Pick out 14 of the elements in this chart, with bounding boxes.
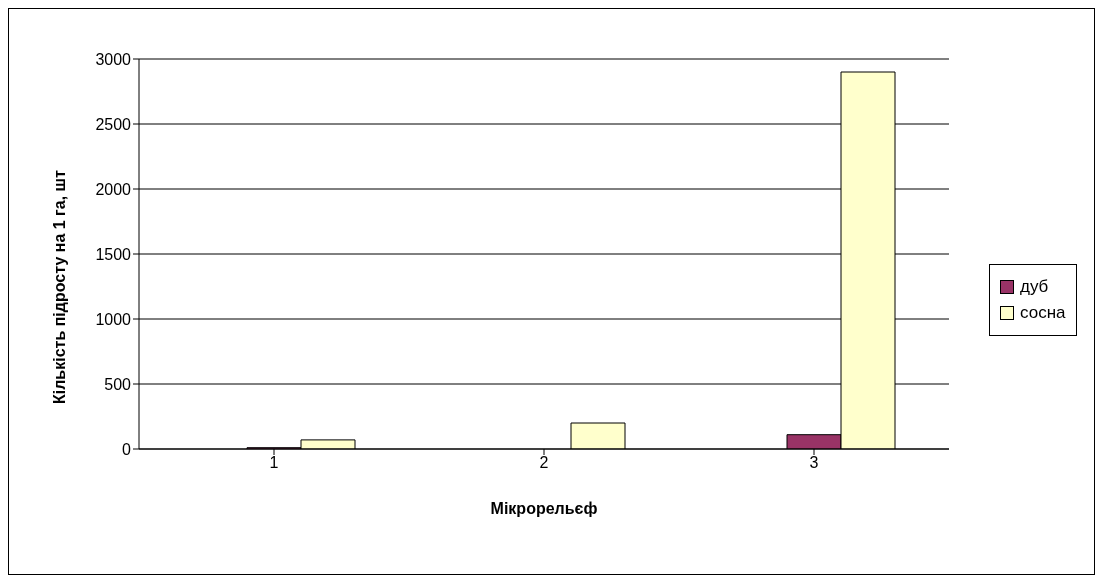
legend-label: дуб — [1020, 277, 1049, 297]
y-tick-label: 2000 — [95, 180, 132, 198]
y-tick-label: 3000 — [95, 50, 132, 68]
x-tick-label: 3 — [809, 454, 819, 472]
x-axis-title: Мікрорельєф — [490, 500, 598, 517]
x-tick-label: 2 — [539, 454, 549, 472]
y-axis-title: Кількість підросту на 1 га, шт — [50, 170, 68, 404]
x-tick-label: 1 — [269, 454, 279, 472]
y-tick-label: 500 — [104, 375, 132, 393]
y-tick-label: 0 — [122, 440, 132, 458]
y-tick-label: 1000 — [95, 310, 132, 328]
y-tick-label: 2500 — [95, 115, 132, 133]
y-tick-label: 1500 — [95, 245, 132, 263]
legend-label: сосна — [1020, 303, 1066, 323]
